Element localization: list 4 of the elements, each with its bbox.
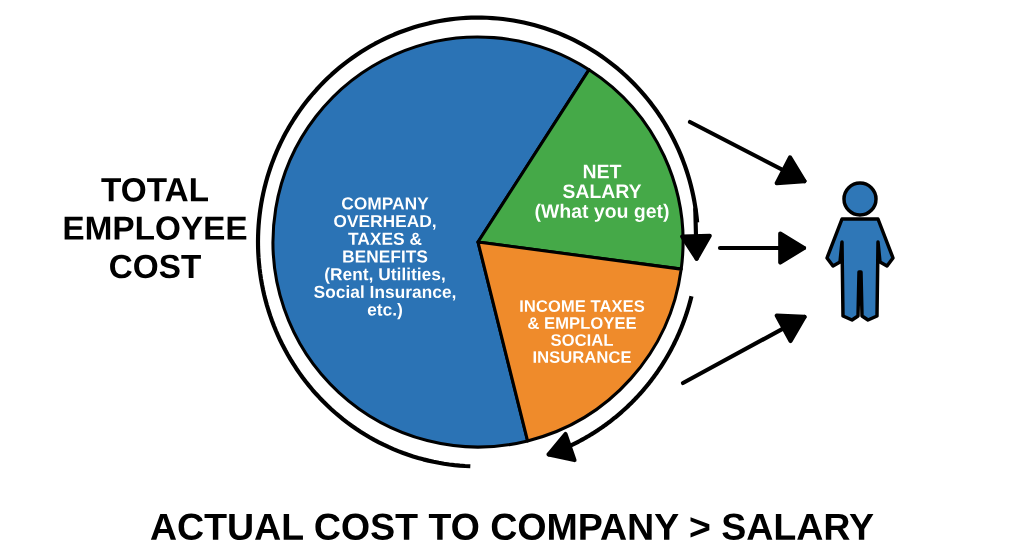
slice-label: COMPANY OVERHEAD, TAXES & BENEFITS (Rent, Utilities, Social Insurance, etc.) <box>314 197 456 320</box>
slice-label: NET SALARY (What you get) <box>535 164 669 222</box>
text: ACTUAL COST TO COMPANY > SALARY <box>150 513 874 541</box>
text: TOTAL EMPLOYEE COST <box>64 178 247 279</box>
